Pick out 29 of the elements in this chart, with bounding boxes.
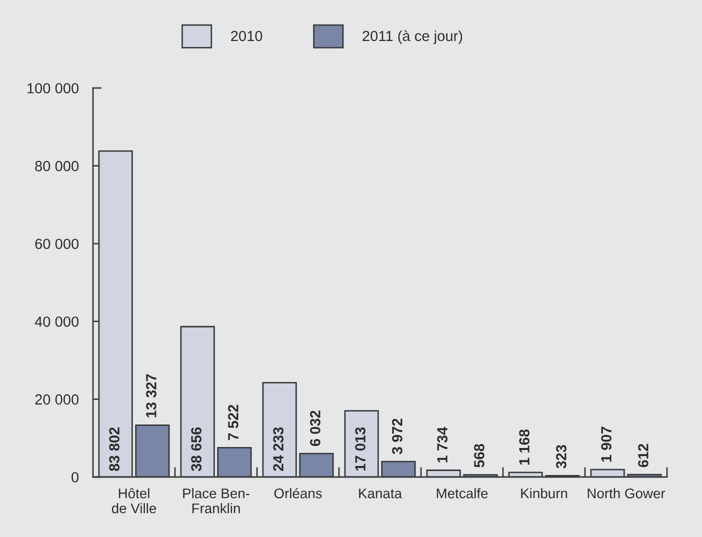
- data-label: 568: [474, 444, 484, 468]
- y-tick-label: 20 000: [35, 394, 79, 405]
- data-label: 83 802: [109, 427, 120, 471]
- y-tick-label: 60 000: [35, 238, 79, 250]
- data-label: 7 522: [228, 404, 238, 440]
- data-label: 3 972: [392, 418, 402, 454]
- x-tick-label: Kanata: [359, 488, 402, 498]
- data-label: 24 233: [273, 427, 284, 471]
- y-tick-label: 100 000: [28, 83, 79, 94]
- data-label: 17 013: [355, 427, 366, 471]
- y-tick-label: 0: [72, 472, 79, 482]
- data-label: 6 032: [310, 410, 320, 446]
- x-tick-label: Orléans: [274, 488, 322, 498]
- legend-label: 2011 (à ce jour): [362, 30, 462, 44]
- x-tick-label: Kinburn: [521, 488, 568, 498]
- data-label: 1 168: [519, 429, 530, 465]
- data-label: 1 907: [601, 426, 612, 462]
- data-label: 1 734: [437, 426, 448, 462]
- x-tick-label: Hôtel de Ville: [112, 488, 156, 514]
- x-tick-label: Place Ben- Franklin: [183, 488, 250, 514]
- data-label: 38 656: [191, 427, 202, 472]
- y-tick-label: 80 000: [35, 160, 79, 172]
- data-label: 13 327: [146, 374, 156, 418]
- x-tick-label: Metcalfe: [436, 488, 488, 498]
- data-label: 612: [638, 444, 648, 468]
- legend-label: 2010: [231, 30, 262, 42]
- x-tick-label: North Gower: [588, 488, 666, 498]
- y-tick-label: 40 000: [34, 316, 79, 327]
- data-label: 323: [556, 444, 566, 468]
